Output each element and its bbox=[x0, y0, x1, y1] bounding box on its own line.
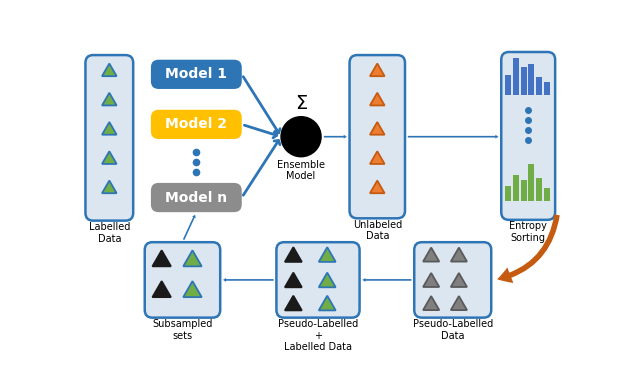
Polygon shape bbox=[370, 93, 385, 105]
FancyArrowPatch shape bbox=[497, 214, 560, 283]
Polygon shape bbox=[183, 250, 202, 266]
Bar bbox=[543, 82, 550, 95]
FancyBboxPatch shape bbox=[151, 110, 242, 139]
Bar bbox=[528, 163, 534, 201]
Polygon shape bbox=[102, 181, 116, 193]
Polygon shape bbox=[285, 273, 302, 287]
Text: Entropy
Sorting: Entropy Sorting bbox=[509, 222, 547, 243]
Bar bbox=[505, 75, 511, 95]
Bar bbox=[505, 186, 511, 201]
Polygon shape bbox=[152, 281, 171, 297]
Text: Model 2: Model 2 bbox=[165, 117, 227, 131]
FancyBboxPatch shape bbox=[276, 242, 360, 318]
Polygon shape bbox=[319, 273, 336, 287]
Bar bbox=[520, 67, 527, 95]
Polygon shape bbox=[102, 93, 116, 105]
FancyBboxPatch shape bbox=[349, 55, 405, 219]
Text: Pseudo-Labelled
+
Labelled Data: Pseudo-Labelled + Labelled Data bbox=[278, 319, 358, 352]
FancyBboxPatch shape bbox=[414, 242, 492, 318]
Polygon shape bbox=[451, 248, 467, 262]
Text: Model 1: Model 1 bbox=[165, 67, 227, 81]
FancyBboxPatch shape bbox=[86, 55, 133, 221]
Polygon shape bbox=[370, 63, 385, 76]
Bar bbox=[513, 58, 519, 95]
Text: Ensemble
Model: Ensemble Model bbox=[277, 160, 325, 181]
Bar bbox=[528, 64, 534, 95]
Text: Pseudo-Labelled
Data: Pseudo-Labelled Data bbox=[413, 319, 493, 341]
Polygon shape bbox=[102, 122, 116, 135]
FancyBboxPatch shape bbox=[151, 183, 242, 212]
Polygon shape bbox=[285, 247, 302, 262]
Text: Subsampled
sets: Subsampled sets bbox=[152, 319, 212, 341]
Polygon shape bbox=[102, 63, 116, 76]
Polygon shape bbox=[370, 122, 385, 135]
Bar bbox=[513, 175, 519, 201]
Polygon shape bbox=[102, 151, 116, 164]
Polygon shape bbox=[451, 296, 467, 310]
Polygon shape bbox=[319, 247, 336, 262]
Text: Model n: Model n bbox=[165, 191, 227, 204]
FancyBboxPatch shape bbox=[501, 52, 555, 220]
Text: Unlabeled
Data: Unlabeled Data bbox=[353, 220, 402, 241]
Polygon shape bbox=[370, 181, 385, 193]
Bar bbox=[520, 180, 527, 201]
Bar bbox=[536, 77, 542, 95]
Polygon shape bbox=[152, 250, 171, 266]
Polygon shape bbox=[423, 248, 439, 262]
Polygon shape bbox=[319, 296, 336, 311]
Bar bbox=[536, 178, 542, 201]
Polygon shape bbox=[370, 151, 385, 164]
Polygon shape bbox=[423, 273, 439, 287]
Ellipse shape bbox=[281, 117, 321, 157]
Polygon shape bbox=[285, 296, 302, 311]
FancyBboxPatch shape bbox=[151, 60, 242, 89]
Polygon shape bbox=[423, 296, 439, 310]
Polygon shape bbox=[183, 281, 202, 297]
FancyBboxPatch shape bbox=[145, 242, 220, 318]
Text: Σ: Σ bbox=[295, 94, 307, 113]
Text: Labelled
Data: Labelled Data bbox=[88, 222, 130, 244]
Polygon shape bbox=[451, 273, 467, 287]
Bar bbox=[543, 188, 550, 201]
